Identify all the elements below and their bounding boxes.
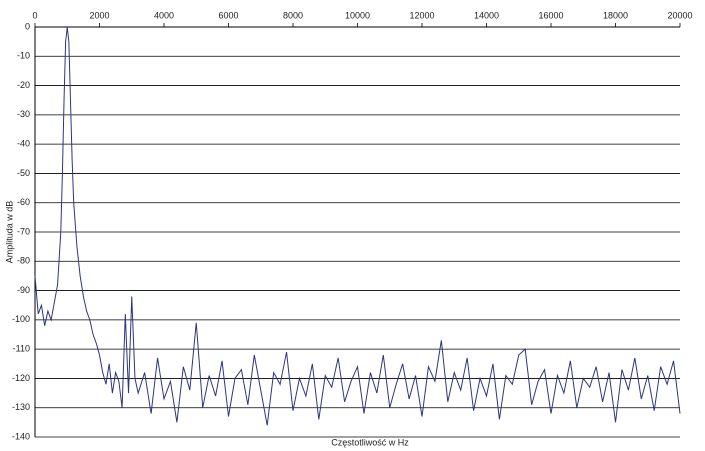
y-tick-label: -50 <box>17 168 30 178</box>
x-tick-label: 12000 <box>409 10 434 20</box>
y-tick-label: -120 <box>12 373 30 383</box>
x-tick-label: 8000 <box>283 10 303 20</box>
x-tick-label: 16000 <box>538 10 563 20</box>
y-tick-label: -30 <box>17 109 30 119</box>
y-tick-label: -40 <box>17 139 30 149</box>
y-tick-label: -80 <box>17 256 30 266</box>
y-tick-label: -70 <box>17 226 30 236</box>
x-tick-label: 18000 <box>603 10 628 20</box>
x-axis-label: Częstotliwość w Hz <box>331 437 409 447</box>
x-tick-label: 14000 <box>474 10 499 20</box>
x-tick-label: 4000 <box>154 10 174 20</box>
series-line <box>34 26 681 426</box>
y-tick-label: -110 <box>13 344 30 354</box>
y-tick-label: -90 <box>17 285 30 295</box>
x-tick-label: 20000 <box>667 10 692 20</box>
y-tick-label: -20 <box>17 80 30 90</box>
x-tick-label: 10000 <box>345 10 370 20</box>
y-tick-label: -10 <box>17 51 30 61</box>
y-axis-label: Amplituda w dB <box>4 201 14 264</box>
y-tick-label: -60 <box>17 197 30 207</box>
x-tick-label: 2000 <box>89 10 109 20</box>
y-tick-label: 0 <box>25 21 30 31</box>
y-tick-label: -140 <box>12 431 30 441</box>
y-tick-label: -130 <box>12 402 30 412</box>
y-tick-label: -100 <box>12 314 30 324</box>
x-tick-label: 6000 <box>218 10 238 20</box>
x-tick-label: 0 <box>32 10 37 20</box>
